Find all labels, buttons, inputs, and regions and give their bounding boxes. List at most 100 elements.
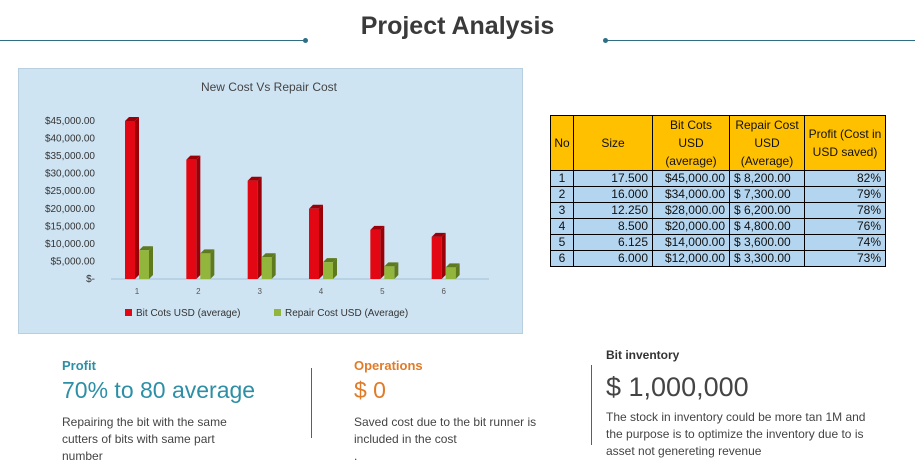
bar-repair-cost [384, 266, 395, 279]
cell-profit: 78% [804, 202, 886, 219]
table-row: 3 12.250 $28,000.00 $ 6,200.00 78% [550, 202, 886, 219]
cell-size: 6.000 [573, 250, 653, 267]
bar-repair-cost-side [271, 253, 276, 279]
cell-no: 6 [550, 250, 574, 267]
title-rule-right [605, 40, 915, 41]
cell-size: 16.000 [573, 186, 653, 203]
cell-repair-cost: $ 3,300.00 [729, 250, 805, 267]
kpi-profit-heading: Profit [62, 358, 96, 373]
table-row: 5 6.125 $14,000.00 $ 3,600.00 74% [550, 234, 886, 251]
kpi-operations-description: Saved cost due to the bit runner is incl… [354, 415, 537, 446]
bar-repair-cost-side [394, 262, 399, 279]
bar-repair-cost-top [445, 263, 460, 268]
y-tick-label: $10,000.00 [45, 239, 95, 250]
y-tick-label: $15,000.00 [45, 221, 95, 232]
bar-bit-cost-top [186, 155, 201, 160]
legend-label-repair-cost: Repair Cost USD (Average) [285, 308, 408, 319]
y-tick-label: $30,000.00 [45, 169, 95, 180]
bar-repair-cost-top [200, 249, 215, 254]
cell-no: 2 [550, 186, 574, 203]
title-rule-left [0, 40, 305, 41]
bar-bit-cost-side [196, 155, 201, 279]
col-header-profit: Profit (Cost in USD saved) [804, 115, 886, 171]
bar-bit-cost [309, 208, 319, 279]
cell-size: 12.250 [573, 202, 653, 219]
cell-no: 3 [550, 202, 574, 219]
bar-bit-cost-top [309, 204, 323, 209]
col-header-size: Size [573, 115, 653, 171]
cell-repair-cost: $ 7,300.00 [729, 186, 805, 203]
cell-size: 17.500 [573, 170, 653, 187]
cell-profit: 73% [804, 250, 886, 267]
title-rule-left-dot [303, 38, 308, 43]
cost-chart: New Cost Vs Repair Cost $- $5,000.00 $10,00… [18, 68, 523, 334]
kpi-inventory-description: The stock in inventory could be more tan… [606, 410, 866, 458]
page-title: Project Analysis [360, 12, 555, 40]
bar-repair-cost [200, 253, 211, 279]
bar-bit-cost-side [135, 117, 139, 279]
bar-repair-cost-side [455, 263, 460, 279]
legend-swatch-repair-cost [274, 309, 281, 316]
bar-bit-cost-side [257, 176, 262, 279]
bar-repair-cost-side [333, 258, 337, 279]
x-tick-label: 4 [319, 287, 324, 296]
bar-bit-cost [370, 229, 381, 279]
bar-repair-cost [139, 250, 149, 279]
bar-repair-cost-top [323, 258, 337, 263]
table-row: 1 17.500 $45,000.00 $ 8,200.00 82% [550, 170, 886, 187]
bar-repair-cost [323, 262, 333, 279]
kpi-divider-1 [311, 368, 312, 438]
title-rule-right-dot [603, 38, 608, 43]
cell-size: 8.500 [573, 218, 653, 235]
bar-bit-cost [186, 159, 197, 279]
kpi-operations: Operations $ 0 Saved cost due to the bit… [354, 358, 569, 465]
kpi-inventory-value: $ 1,000,000 [606, 372, 749, 402]
bar-bit-cost [125, 121, 135, 279]
kpi-inventory-heading: Bit inventory [606, 348, 680, 362]
bar-repair-cost [261, 257, 272, 279]
cost-table: No Size Bit Cots USD (average) Repair Co… [550, 115, 886, 267]
col-header-repair-cost: Repair Cost USD (Average) [729, 115, 805, 171]
bar-bit-cost-side [319, 204, 323, 279]
cell-repair-cost: $ 3,600.00 [729, 234, 805, 251]
x-tick-label: 6 [441, 287, 446, 296]
legend-label-bit-cost: Bit Cots USD (average) [136, 308, 240, 319]
cell-bit-cost: $28,000.00 [652, 202, 730, 219]
x-tick-label: 3 [257, 287, 262, 296]
table-row: 2 16.000 $34,000.00 $ 7,300.00 79% [550, 186, 886, 203]
cost-chart-svg: New Cost Vs Repair Cost $- $5,000.00 $10,00… [45, 80, 489, 319]
bar-bit-cost-side [441, 232, 446, 279]
table-row: 6 6.000 $12,000.00 $ 3,300.00 73% [550, 250, 886, 267]
col-header-bit-cost: Bit Cots USD (average) [652, 115, 730, 171]
bar-bit-cost-top [247, 176, 262, 181]
cell-bit-cost: $12,000.00 [652, 250, 730, 267]
bar-repair-cost-side [210, 249, 215, 279]
kpi-profit-description: Repairing the bit with the same cutters … [62, 415, 227, 463]
cell-repair-cost: $ 4,800.00 [729, 218, 805, 235]
cell-profit: 79% [804, 186, 886, 203]
legend-swatch-bit-cost [125, 309, 132, 316]
cell-profit: 74% [804, 234, 886, 251]
cell-bit-cost: $20,000.00 [652, 218, 730, 235]
cell-repair-cost: $ 6,200.00 [729, 202, 805, 219]
cell-no: 1 [550, 170, 574, 187]
x-tick-label: 2 [196, 287, 201, 296]
cell-no: 5 [550, 234, 574, 251]
cell-repair-cost: $ 8,200.00 [729, 170, 805, 187]
kpi-divider-2 [591, 365, 592, 445]
bar-repair-cost-side [149, 246, 153, 279]
x-tick-label: 1 [135, 287, 140, 296]
kpi-profit: Profit 70% to 80 average Repairing the b… [62, 358, 302, 465]
cell-bit-cost: $34,000.00 [652, 186, 730, 203]
bar-bit-cost-top [431, 232, 446, 237]
kpi-operations-value: $ 0 [354, 377, 386, 403]
cell-bit-cost: $14,000.00 [652, 234, 730, 251]
bar-repair-cost-top [384, 262, 399, 267]
bar-bit-cost-side [380, 225, 385, 279]
table-row: 4 8.500 $20,000.00 $ 4,800.00 76% [550, 218, 886, 235]
bar-repair-cost [445, 267, 456, 279]
kpi-inventory: Bit inventory $ 1,000,000 The stock in i… [606, 348, 886, 460]
bar-bit-cost [431, 236, 442, 279]
y-tick-label: $20,000.00 [45, 204, 95, 215]
cell-size: 6.125 [573, 234, 653, 251]
